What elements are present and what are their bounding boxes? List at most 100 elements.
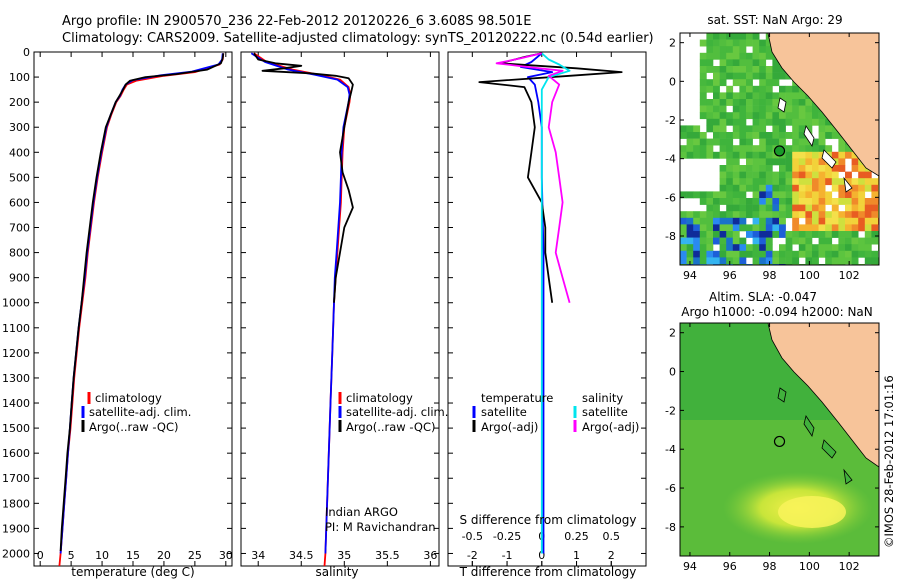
- sst-cell: [726, 257, 734, 265]
- map-y-tick-label: -2: [665, 404, 676, 417]
- sst-cell: [746, 59, 753, 67]
- sst-cell: [686, 231, 694, 238]
- sst-cell: [732, 237, 740, 245]
- sst-cell: [798, 250, 806, 258]
- salinity-lines: [250, 52, 354, 566]
- sst-cell: [686, 132, 694, 139]
- sst-cell: [680, 132, 687, 139]
- sst-cell: [772, 198, 780, 205]
- sst-cell: [739, 79, 747, 87]
- sst-cell: [732, 178, 740, 186]
- sst-cell: [818, 250, 826, 258]
- sst-cell: [825, 211, 833, 219]
- sst-cell: [845, 244, 852, 252]
- sst-cell: [798, 224, 806, 232]
- sst-cell: [779, 211, 786, 219]
- sst-cell: [699, 244, 707, 252]
- sst-cell: [706, 105, 714, 113]
- sst-cell: [779, 118, 786, 126]
- sst-cell: [838, 237, 846, 245]
- sst-cell: [726, 52, 734, 60]
- sst-cell: [851, 191, 859, 199]
- sst-cell: [772, 204, 780, 212]
- sst-cell: [719, 132, 727, 139]
- sst-cell: [851, 165, 859, 172]
- sst-cell: [706, 39, 714, 47]
- sst-cell: [825, 145, 833, 153]
- sst-cell: [779, 92, 786, 100]
- sst-cell: [785, 92, 793, 100]
- sst-cell: [726, 237, 734, 245]
- sst-cell: [732, 198, 740, 205]
- sst-cell: [713, 66, 720, 73]
- sst-cell: [845, 217, 852, 225]
- sst-cell: [792, 145, 800, 153]
- sst-cell: [812, 250, 819, 258]
- sst-cell: [812, 118, 819, 126]
- sst-cell: [805, 250, 813, 258]
- map-x-tick-label: 96: [723, 560, 737, 573]
- sst-cell: [765, 52, 773, 60]
- sst-cell: [739, 59, 747, 67]
- sst-cell: [726, 198, 734, 205]
- sst-cell: [805, 184, 813, 192]
- sst-cell: [864, 171, 872, 179]
- sst-cell: [798, 244, 806, 252]
- sst-cell: [812, 151, 819, 159]
- sst-cell: [765, 151, 773, 159]
- sst-cell: [719, 92, 727, 100]
- sst-cell: [713, 99, 720, 106]
- sla-map-frame: [679, 322, 880, 557]
- sst-cell: [680, 191, 687, 199]
- sst-cell: [746, 72, 753, 80]
- sst-cell: [812, 191, 819, 199]
- sst-cell: [772, 158, 780, 166]
- sst-cell: [699, 211, 707, 219]
- legend-diff-s-satellite: satellite: [582, 405, 628, 419]
- sst-cell: [831, 151, 839, 159]
- sst-cell: [719, 39, 727, 47]
- sst-cell: [759, 244, 767, 252]
- map-x-tick-label: 100: [799, 269, 820, 282]
- sst-cell: [732, 151, 740, 159]
- sst-cell: [706, 211, 714, 219]
- sst-cell: [765, 132, 773, 139]
- sla-land-sumatra: [767, 323, 879, 468]
- sst-cell: [686, 237, 694, 245]
- sst-cell: [785, 178, 793, 186]
- sst-cell: [739, 105, 747, 113]
- x-tick-label: 10: [95, 549, 109, 562]
- sst-cell: [779, 191, 786, 199]
- sst-cell: [693, 138, 701, 146]
- sst-cell: [752, 158, 760, 166]
- sst-island-1: [777, 97, 787, 113]
- sst-cell: [864, 198, 872, 205]
- sst-cell: [831, 184, 839, 192]
- series-line-temperature-argo-adj-: [478, 52, 623, 303]
- sst-cell: [739, 171, 747, 179]
- sst-cell: [805, 138, 813, 146]
- sst-cell: [693, 211, 701, 219]
- sst-cell: [739, 244, 747, 252]
- sst-cell: [759, 92, 767, 100]
- sst-cell: [845, 191, 852, 199]
- sst-cell: [785, 211, 793, 219]
- difference-panel: -2 -1 0 1 2-0.5 -0.25 0 0.25 0.5 temperature sal…: [447, 51, 647, 579]
- sst-cell: [752, 72, 760, 80]
- y-tick-label: 0: [23, 46, 30, 59]
- sst-cell: [798, 125, 806, 133]
- sst-map-frame: [679, 32, 880, 266]
- sst-cell: [680, 211, 687, 219]
- y-tick-label: 1300: [2, 372, 30, 385]
- sst-cell: [871, 204, 879, 212]
- sst-cell: [805, 191, 813, 199]
- sst-cell: [680, 145, 687, 153]
- y-tick-label: 1700: [2, 472, 30, 485]
- series-line-salinity-satellite: [540, 52, 571, 554]
- sst-cell: [765, 66, 773, 73]
- sst-cell: [713, 138, 720, 146]
- sst-cell: [759, 198, 767, 205]
- sst-cell: [818, 112, 826, 120]
- sst-cell: [785, 85, 793, 93]
- sst-cell: [699, 145, 707, 153]
